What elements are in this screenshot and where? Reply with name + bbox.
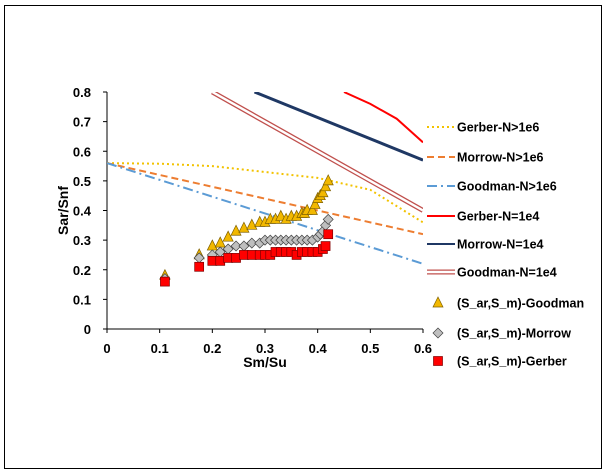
y-tick-label: 0.8 [73,85,91,100]
x-tick-label: 0 [103,341,110,356]
point-s-ar-s-m-goodman [320,180,332,192]
x-tick-label: 0.1 [151,341,169,356]
legend-marker-s-ar-s-m-goodman [432,296,444,308]
point-s-ar-s-m-gerber [323,229,334,240]
y-axis-title: Sar/Snf [55,186,71,235]
legend-label-s-ar-s-m-morrow: (S_ar,S_m)-Morrow [457,327,571,341]
y-tick-label: 0.4 [73,204,92,219]
y-tick-label: 0 [84,322,91,337]
legend-line-goodman-n-1e4-label: Goodman-N=1e4 [457,266,557,280]
point-s-ar-s-m-goodman [246,218,258,230]
point-s-ar-s-m-goodman [322,174,334,186]
point-s-ar-s-m-gerber [160,276,170,287]
y-tick-label: 0.7 [73,115,91,130]
point-s-ar-s-m-goodman [306,203,318,215]
legend-label-s-ar-s-m-gerber: (S_ar,S_m)-Gerber [457,355,567,369]
y-tick-label: 0.5 [73,174,91,189]
point-s-ar-s-m-morrow [246,237,258,249]
line-gerber-n-1e4 [343,92,423,144]
line-morrow-n-1e4 [253,92,423,162]
x-tick-label: 0.2 [203,341,221,356]
legend-line-morrow-n-1e6-label: Morrow-N>1e6 [457,151,544,165]
x-tick-label: 0.5 [361,341,379,356]
x-tick-label: 0.3 [256,341,274,356]
point-s-ar-s-m-gerber [194,261,205,272]
line-goodman-n-1e6 [107,162,423,265]
legend-line-gerber-n-1e6-label: Gerber-N>1e6 [457,121,539,135]
legend-label-s-ar-s-m-goodman: (S_ar,S_m)-Goodman [457,297,584,311]
point-s-ar-s-m-goodman [275,209,287,221]
point-s-ar-s-m-goodman [206,239,218,251]
x-tick-label: 0.6 [414,341,432,356]
x-tick-label: 0.4 [309,341,328,356]
plot-area-group [107,92,423,265]
line-morrow-n-1e6 [107,162,423,236]
point-s-ar-s-m-goodman [317,185,329,198]
point-s-ar-s-m-goodman [222,230,234,242]
point-s-ar-s-m-goodman [230,224,242,236]
legend-line-gerber-n-1e4-label: Gerber-N=1e4 [457,210,539,224]
point-s-ar-s-m-goodman [309,197,321,209]
point-s-ar-s-m-goodman [238,221,250,233]
y-tick-label: 0.2 [73,263,91,278]
y-tick-label: 0.1 [73,292,91,307]
legend-marker-s-ar-s-m-morrow [432,327,444,339]
point-s-ar-s-m-gerber [320,241,331,251]
point-s-ar-s-m-morrow [193,252,205,264]
point-s-ar-s-m-morrow [230,240,242,252]
y-tick-label: 0.3 [73,233,91,248]
line-gerber-n-1e6 [107,162,423,224]
line-goodman-n-1e4-inner [211,92,423,212]
x-axis-title: Sm/Su [243,354,287,370]
point-s-ar-s-m-goodman [214,236,226,248]
legend-marker-s-ar-s-m-gerber [433,356,443,366]
y-tick-label: 0.6 [73,144,91,159]
legend-line-goodman-n-1e6-label: Goodman-N>1e6 [457,180,557,194]
point-s-ar-s-m-morrow [322,213,334,225]
legend-line-morrow-n-1e4-label: Morrow-N=1e4 [457,238,544,252]
